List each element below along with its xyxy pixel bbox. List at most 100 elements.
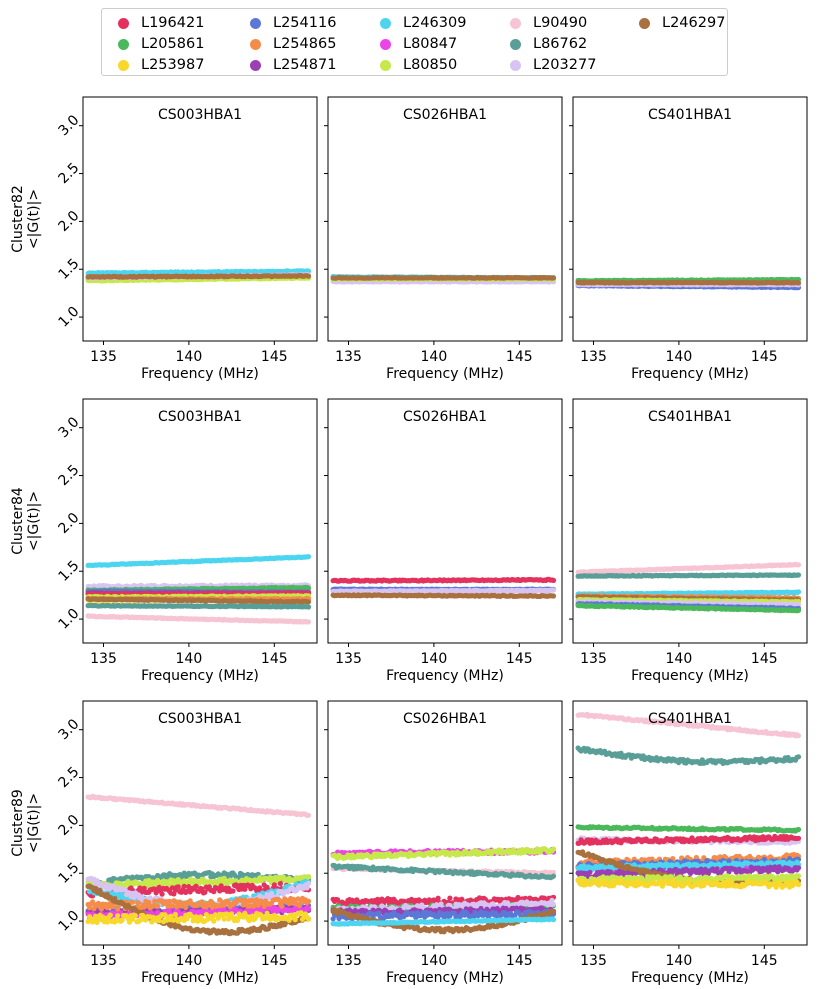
y-tick-label: 3.0 bbox=[55, 414, 82, 441]
data-point bbox=[550, 577, 557, 584]
x-tick-label: 145 bbox=[506, 349, 533, 365]
scatter-points bbox=[575, 561, 802, 614]
x-tick-label: 140 bbox=[421, 349, 448, 365]
axes-frame bbox=[327, 96, 563, 342]
scatter-points bbox=[330, 273, 557, 285]
legend-label: L205861 bbox=[141, 36, 205, 52]
axes-frame bbox=[327, 398, 563, 644]
legend-label: L254871 bbox=[273, 57, 337, 73]
legend-marker bbox=[250, 59, 261, 71]
series-L86762 bbox=[575, 572, 802, 579]
panel-title: CS026HBA1 bbox=[403, 107, 487, 123]
legend-marker bbox=[118, 59, 129, 71]
series-L246297 bbox=[330, 592, 557, 600]
series-L246297 bbox=[85, 272, 312, 280]
x-axis-label: Frequency (MHz) bbox=[386, 366, 504, 382]
series-L246297 bbox=[85, 596, 312, 605]
y-tick-label: 1.0 bbox=[55, 304, 82, 331]
legend-entry: L80850 bbox=[380, 55, 457, 75]
x-tick-label: 140 bbox=[176, 349, 203, 365]
x-tick-label: 140 bbox=[176, 651, 203, 667]
legend-label: L90490 bbox=[533, 15, 588, 31]
data-point bbox=[795, 589, 802, 595]
legend-marker bbox=[380, 38, 391, 50]
legend-marker bbox=[510, 17, 521, 29]
legend-label: L80847 bbox=[403, 36, 458, 52]
legend-label: L246297 bbox=[662, 15, 726, 31]
x-tick-label: 140 bbox=[421, 651, 448, 667]
panel-title: CS026HBA1 bbox=[403, 409, 487, 425]
x-tick-label: 145 bbox=[261, 349, 288, 365]
y-tick-label: 2.5 bbox=[55, 462, 82, 489]
axes-frame bbox=[82, 398, 318, 644]
y-axis-label: Cluster82 bbox=[10, 185, 26, 253]
scatter-points bbox=[85, 268, 312, 284]
y-tick-label: 3.0 bbox=[55, 112, 82, 139]
series-L246297 bbox=[330, 274, 557, 281]
legend-entry: L90490 bbox=[510, 13, 587, 33]
data-point bbox=[795, 572, 802, 578]
data-point bbox=[305, 273, 312, 279]
panel-title: CS003HBA1 bbox=[158, 107, 242, 123]
legend-marker bbox=[639, 17, 650, 29]
scatter-points bbox=[330, 576, 557, 600]
legend-entry: L254865 bbox=[250, 34, 336, 54]
legend-label: L253987 bbox=[141, 57, 205, 73]
x-tick-label: 145 bbox=[506, 651, 533, 667]
legend-marker bbox=[380, 17, 391, 29]
legend-label: L203277 bbox=[533, 57, 597, 73]
legend-entry: L205861 bbox=[118, 34, 204, 54]
y-tick-label: 2.0 bbox=[55, 510, 82, 537]
legend-entry: L203277 bbox=[510, 55, 596, 75]
data-point bbox=[305, 604, 312, 610]
data-point bbox=[550, 275, 557, 281]
legend-marker bbox=[250, 17, 261, 29]
legend-label: L246309 bbox=[403, 15, 467, 31]
x-axis-label: Frequency (MHz) bbox=[141, 366, 259, 382]
series-L90490 bbox=[575, 561, 802, 576]
legend-entry: L254871 bbox=[250, 55, 336, 75]
x-tick-label: 135 bbox=[335, 349, 362, 365]
y-tick-label: 2.0 bbox=[55, 208, 82, 235]
series-L246297 bbox=[575, 279, 802, 286]
legend-marker bbox=[118, 17, 129, 29]
data-point bbox=[305, 619, 312, 625]
scatter-points bbox=[575, 276, 802, 291]
x-tick-label: 145 bbox=[751, 349, 778, 365]
panel-title: CS003HBA1 bbox=[158, 409, 242, 425]
x-tick-label: 135 bbox=[335, 651, 362, 667]
data-point bbox=[305, 554, 312, 560]
legend-marker bbox=[118, 38, 129, 50]
y-tick-label: 1.5 bbox=[55, 558, 82, 585]
x-tick-label: 135 bbox=[90, 349, 117, 365]
legend-label: L254865 bbox=[273, 36, 337, 52]
y-tick-label: 2.5 bbox=[55, 160, 82, 187]
legend: L196421 L205861 L253987 L254116 L254865 L2548… bbox=[101, 8, 728, 76]
y-tick-label: 1.0 bbox=[55, 606, 82, 633]
legend-marker bbox=[510, 59, 521, 71]
scatter-points bbox=[85, 554, 312, 625]
series-L86762 bbox=[85, 602, 312, 610]
data-point bbox=[550, 593, 557, 599]
legend-label: L196421 bbox=[141, 15, 205, 31]
y-axis-label: <|G(t)|> bbox=[26, 491, 42, 551]
y-axis-label: Cluster84 bbox=[10, 487, 26, 555]
axes-frame bbox=[572, 96, 808, 342]
x-tick-label: 140 bbox=[666, 349, 693, 365]
x-tick-label: 145 bbox=[261, 651, 288, 667]
series-L196421 bbox=[330, 576, 557, 584]
series-L246309 bbox=[85, 554, 312, 569]
legend-label: L254116 bbox=[273, 15, 337, 31]
x-tick-label: 135 bbox=[580, 349, 607, 365]
data-point bbox=[795, 280, 802, 286]
axes-frame bbox=[82, 96, 318, 342]
x-axis-label: Frequency (MHz) bbox=[631, 366, 749, 382]
legend-marker bbox=[510, 38, 521, 50]
y-tick-label: 1.5 bbox=[55, 256, 82, 283]
x-tick-label: 135 bbox=[90, 651, 117, 667]
